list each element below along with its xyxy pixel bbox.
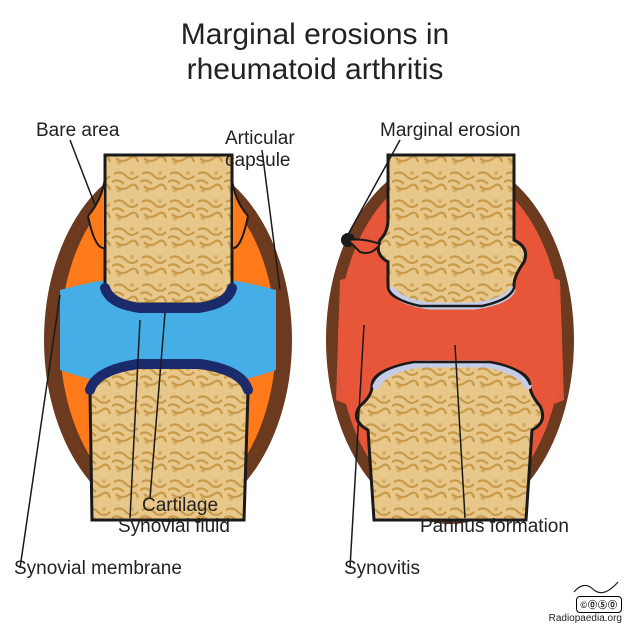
label-bare-area: Bare area (36, 120, 119, 142)
label-cartilage: Cartilage (142, 495, 218, 517)
label-pannus-formation: Pannus formation (420, 516, 569, 538)
lower-bone-diseased (356, 362, 542, 520)
cc-license-icon: ©⓪⑤⓪ (576, 596, 622, 613)
upper-bone-normal (105, 155, 232, 308)
normal-joint (44, 155, 292, 522)
label-synovial-membrane: Synovial membrane (14, 558, 182, 580)
label-synovitis: Synovitis (344, 558, 420, 580)
label-synovial-fluid: Synovial fluid (118, 516, 230, 538)
label-articular-capsule: Articular capsule (225, 128, 295, 172)
signature-icon (572, 578, 622, 596)
attribution-site: Radiopaedia.org (549, 613, 622, 624)
label-marginal-erosion: Marginal erosion (380, 120, 520, 142)
attribution: ©⓪⑤⓪ Radiopaedia.org (549, 578, 622, 624)
